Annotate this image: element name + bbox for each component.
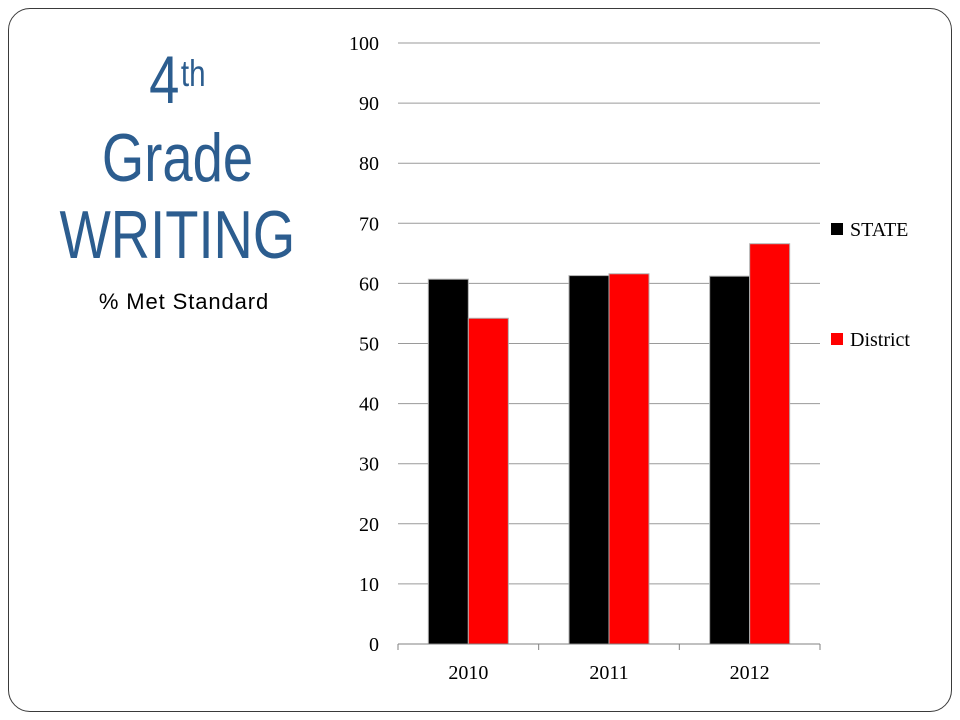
bar-district-2011	[608, 273, 650, 645]
slide-frame	[8, 8, 952, 712]
y-tick-label: 60	[359, 273, 379, 295]
bar-district-2010	[467, 317, 509, 645]
title-number: 4	[148, 42, 179, 118]
x-tick-label: 2010	[448, 662, 488, 684]
x-tick-label: 2011	[589, 662, 628, 684]
bar-state-2011	[568, 275, 610, 645]
bar-state-2012	[709, 275, 751, 645]
y-tick-label: 70	[359, 213, 379, 235]
title-grade: Grade	[12, 124, 342, 192]
title-subject-text: WRITING	[59, 197, 295, 273]
legend-swatch-state	[831, 223, 843, 235]
y-tick-label: 10	[359, 574, 379, 596]
y-tick-label: 30	[359, 454, 379, 476]
x-tick-label: 2012	[730, 662, 770, 684]
bar-district-2012	[749, 243, 791, 645]
title-grade-number-text: 4th	[149, 46, 206, 114]
title-grade-text: Grade	[101, 120, 253, 196]
title-subject: WRITING	[12, 201, 342, 269]
title-superscript: th	[180, 53, 206, 94]
title-grade-number: 4th	[12, 46, 342, 114]
bar-state-2010	[427, 278, 469, 645]
legend-label-district: District	[850, 329, 910, 351]
y-tick-label: 20	[359, 514, 379, 536]
y-tick-label: 40	[359, 394, 379, 416]
y-tick-label: 50	[359, 334, 379, 356]
subtitle-met-standard: % Met Standard	[98, 289, 270, 314]
legend-label-state: STATE	[850, 219, 908, 241]
y-tick-label: 80	[359, 153, 379, 175]
legend-swatch-district	[831, 333, 843, 345]
y-tick-label: 0	[369, 634, 379, 656]
y-tick-label: 90	[359, 93, 379, 115]
y-tick-label: 100	[349, 33, 379, 55]
